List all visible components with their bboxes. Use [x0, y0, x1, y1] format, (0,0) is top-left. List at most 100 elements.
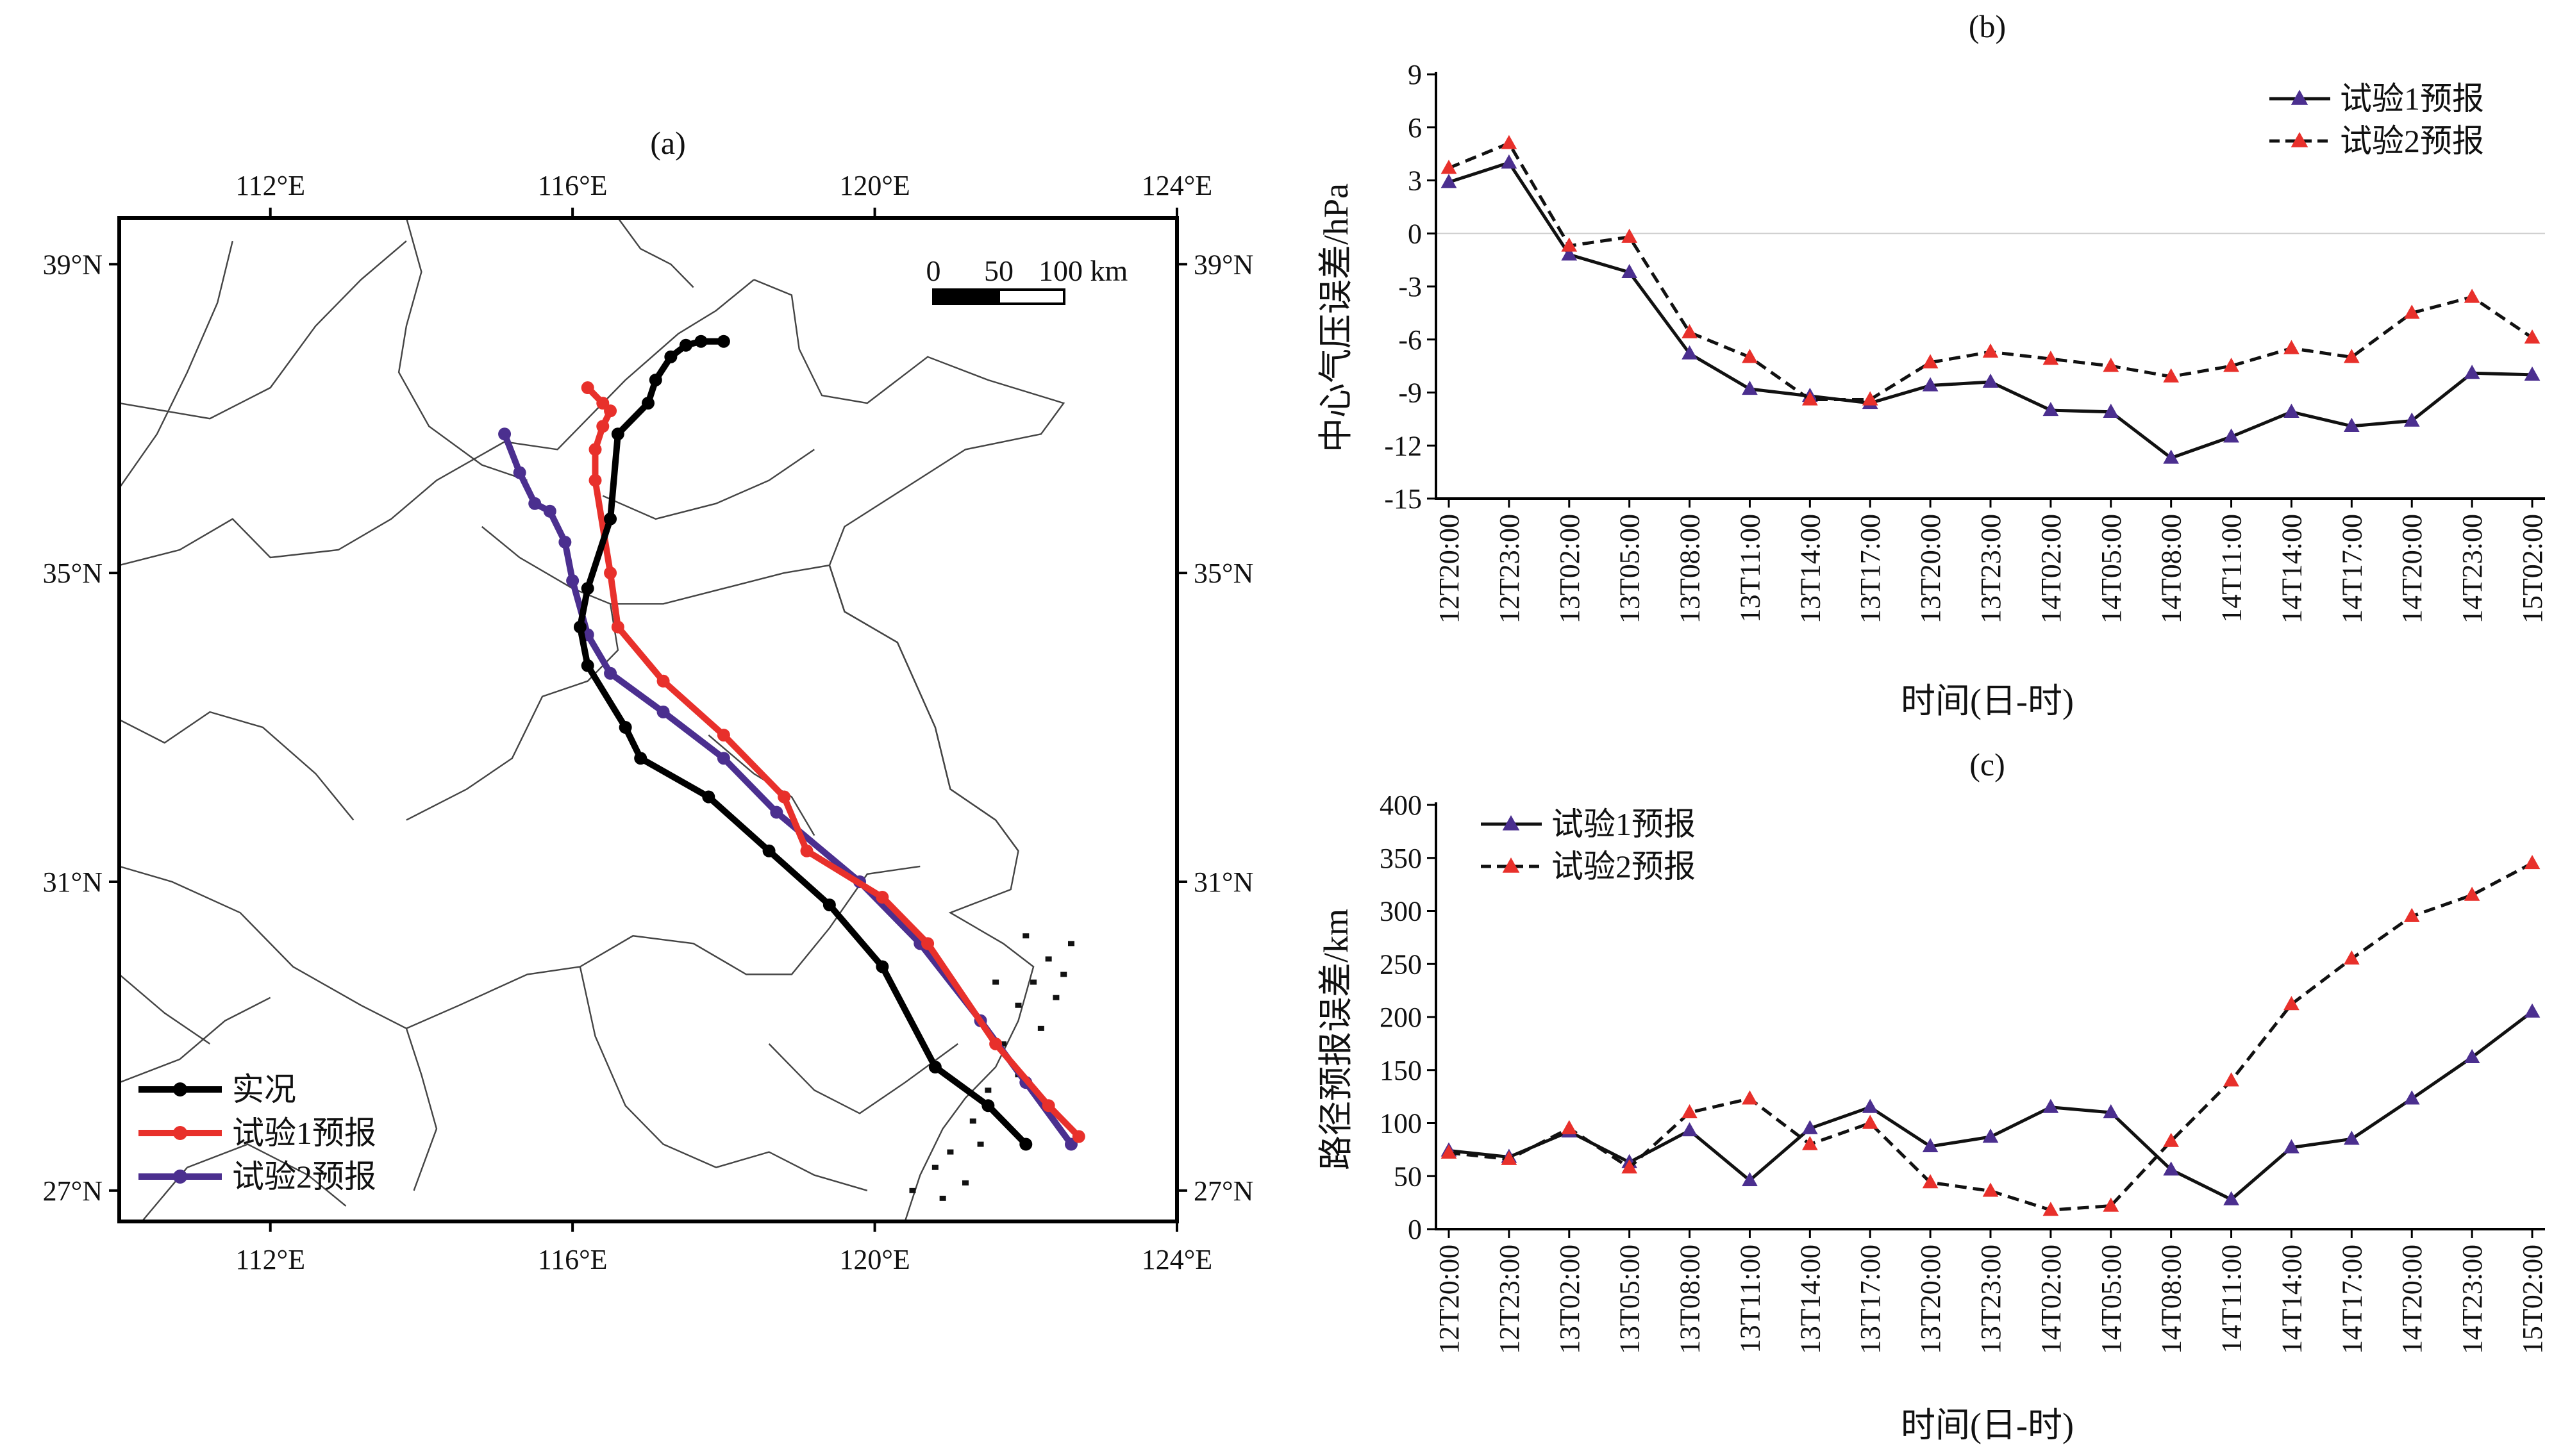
series-marker: [1501, 135, 1517, 149]
province-boundary: [119, 997, 271, 1084]
lon-label-top: 116°E: [538, 170, 608, 201]
legend-label: 试验2预报: [2340, 123, 2484, 159]
series-marker: [2042, 1098, 2059, 1113]
track-point: [604, 567, 617, 580]
island-mark: [977, 1141, 984, 1147]
scale-label-100km: 100 km: [1039, 254, 1128, 287]
scale-bar-black: [932, 288, 1000, 305]
series-marker: [1862, 1114, 1878, 1129]
track-error-panel: (c) 时间(日-时) 路径预报误差/km 400 350 300 250 200 150…: [1317, 747, 2548, 1444]
series-marker: [2403, 304, 2420, 319]
series-marker: [2042, 1202, 2059, 1216]
province-boundary: [119, 865, 581, 1030]
track-point: [528, 497, 542, 510]
track-point: [581, 659, 594, 672]
legend-marker: [2291, 90, 2308, 105]
series-marker: [1682, 345, 1698, 360]
series-line: [1448, 142, 2533, 401]
lon-label-top: 124°E: [1142, 170, 1212, 201]
lat-label-left: 31°N: [43, 866, 103, 898]
province-boundary: [481, 525, 830, 605]
legend-marker: [1502, 815, 1520, 831]
island-mark: [962, 1180, 969, 1186]
x-tick-label: 14T23:00: [2457, 1245, 2488, 1354]
x-tick-label: 13T14:00: [1794, 1245, 1826, 1354]
y-tick-label: 100: [1380, 1108, 1422, 1139]
series-line: [1448, 1010, 2533, 1202]
series-marker: [1922, 1174, 1939, 1189]
island-mark: [909, 1187, 916, 1193]
x-tick-label: 14T08:00: [2156, 1245, 2187, 1354]
x-tick-label: 13T08:00: [1674, 1245, 1706, 1354]
panel-c-label: (c): [1969, 747, 2005, 782]
island-mark: [1060, 972, 1067, 977]
province-boundary: [397, 217, 528, 481]
legend-label: 试验1预报: [1551, 806, 1696, 842]
series-marker: [1561, 246, 1578, 261]
track-point: [694, 335, 708, 348]
track-line: [576, 338, 1030, 1148]
lon-label-bottom: 124°E: [1142, 1244, 1212, 1275]
panel-a-label: (a): [650, 125, 686, 161]
series-marker: [2464, 1048, 2480, 1063]
x-tick-label: 12T23:00: [1494, 514, 1525, 624]
series-marker: [2223, 1191, 2239, 1205]
x-tick-label: 15T02:00: [2517, 514, 2548, 624]
pressure-error-panel: (b) 时间(日-时) 中心气压误差/hPa 9 6 3 0 -3 -6 -9 -12 -15 1…: [1317, 8, 2548, 720]
y-tick-label: -9: [1398, 377, 1422, 409]
x-tick-label: 13T17:00: [1855, 1245, 1886, 1354]
island-mark: [969, 1118, 976, 1124]
track-point: [634, 752, 647, 765]
track-point: [649, 373, 662, 386]
province-boundary: [119, 240, 407, 420]
island-mark: [1015, 1002, 1022, 1008]
y-tick-label: -3: [1398, 271, 1422, 302]
x-tick-label: 14T08:00: [2156, 514, 2187, 624]
legend-label: 试验1预报: [232, 1115, 376, 1151]
province-boundary: [119, 711, 355, 821]
province-boundary: [119, 441, 505, 567]
x-tick-label: 12T20:00: [1433, 1245, 1465, 1354]
x-tick-label: 13T20:00: [1915, 1245, 1946, 1354]
track-point: [989, 1037, 1003, 1050]
province-boundary: [141, 1143, 347, 1222]
series-marker: [2042, 402, 2059, 417]
series-marker: [1682, 1122, 1698, 1137]
island-mark: [1037, 1025, 1044, 1031]
x-tick-label: 14T05:00: [2096, 1245, 2127, 1354]
track-point: [566, 574, 580, 588]
x-tick-label: 13T11:00: [1734, 1245, 1765, 1353]
track-point: [679, 338, 692, 352]
island-mark: [931, 1164, 939, 1170]
track-point: [498, 427, 512, 441]
x-tick-label: 14T14:00: [2276, 514, 2307, 624]
legend-marker: [173, 1126, 187, 1140]
track-point: [702, 790, 715, 804]
series-marker: [2103, 1197, 2119, 1212]
x-tick-label: 13T17:00: [1855, 514, 1886, 624]
x-tick-label: 13T23:00: [1975, 514, 2007, 624]
lon-label-bottom: 116°E: [538, 1244, 608, 1275]
x-tick-label: 13T11:00: [1734, 514, 1765, 622]
series-marker: [1621, 263, 1638, 279]
series-marker: [2163, 1161, 2180, 1176]
track-point: [619, 721, 632, 734]
y-tick-label: -6: [1398, 324, 1422, 356]
island-mark: [985, 1088, 992, 1093]
series-marker: [2464, 288, 2480, 303]
x-tick-label: 12T23:00: [1494, 1245, 1525, 1354]
x-tick-label: 14T17:00: [2336, 1245, 2367, 1354]
track-point: [778, 790, 791, 804]
series-marker: [1561, 237, 1578, 252]
series-marker: [2343, 417, 2360, 433]
x-tick-label: 12T20:00: [1433, 514, 1465, 624]
province-boundary: [406, 604, 619, 821]
series-marker: [2403, 907, 2420, 922]
series-marker: [2464, 886, 2480, 901]
series-marker: [1982, 343, 1999, 358]
x-tick-label: 14T23:00: [2457, 514, 2488, 624]
y-tick-label: 9: [1408, 59, 1422, 90]
series-marker: [2283, 996, 2299, 1011]
track-point: [1072, 1130, 1085, 1143]
track-point: [928, 1061, 942, 1074]
